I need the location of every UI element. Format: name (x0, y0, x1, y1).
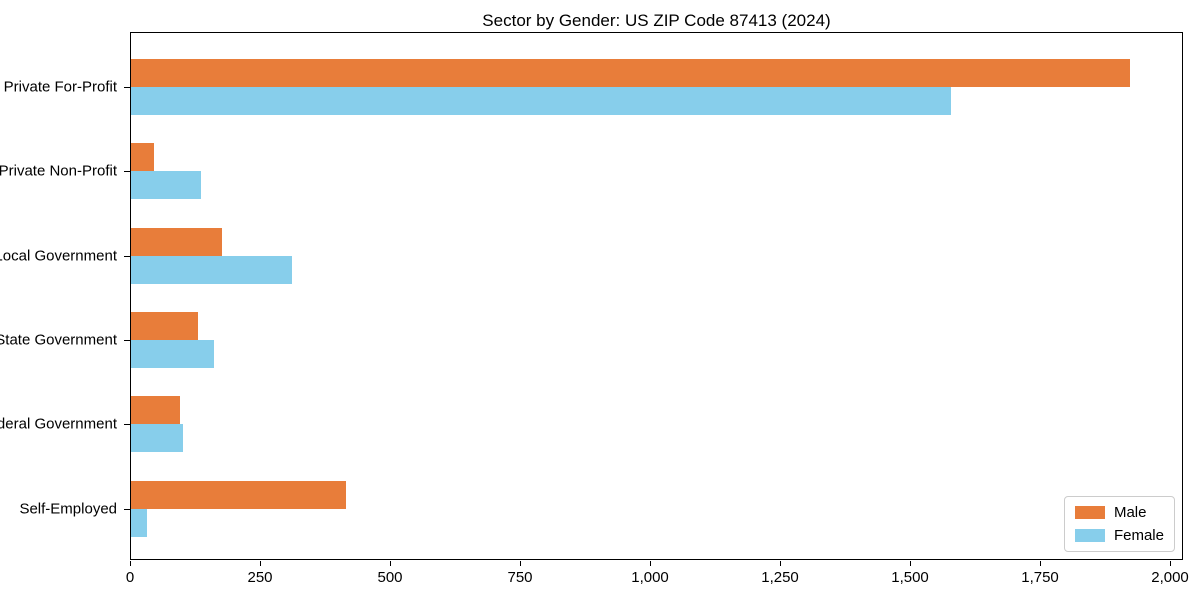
x-tick-mark (1170, 561, 1171, 566)
y-axis-label-federal-government: Federal Government (0, 415, 117, 433)
bar-female-private-for-profit (131, 87, 952, 115)
y-tick-mark (124, 339, 130, 341)
y-axis-label-private-for-profit: Private For-Profit (3, 78, 117, 96)
x-tick-mark (780, 561, 781, 566)
bar-female-self-employed (131, 508, 147, 537)
bar-female-federal-government (131, 424, 183, 453)
x-tick-mark (390, 561, 391, 566)
x-tick-mark (1040, 561, 1041, 566)
bar-female-state-government (131, 339, 215, 368)
bar-female-private-non-profit (131, 171, 202, 200)
legend-swatch-female (1074, 529, 1105, 542)
x-tick-mark (910, 561, 911, 566)
x-axis-tick-label: 2,000 (1151, 569, 1189, 586)
y-tick-mark (124, 508, 130, 510)
y-tick-mark (124, 424, 130, 426)
bar-male-state-government (131, 311, 199, 340)
x-axis: 0 250 500 750 1,000 1,250 1,500 1,750 2,000 (126, 560, 1189, 600)
bar-male-federal-government (131, 396, 181, 425)
x-axis-tick-label: 1,250 (761, 569, 799, 586)
y-axis-label-private-non-profit: Private Non-Profit (0, 162, 117, 180)
legend-label-male: Male (1113, 504, 1147, 521)
x-tick-mark (520, 561, 521, 566)
legend-entry-male: Male (1074, 504, 1164, 521)
y-axis-label-local-government: Local Government (0, 247, 117, 265)
x-tick-mark (130, 561, 131, 566)
x-axis-tick-label: 250 (247, 569, 273, 586)
x-tick-mark (650, 561, 651, 566)
x-axis-tick-label: 1,750 (1021, 569, 1059, 586)
y-axis-label-self-employed: Self-Employed (19, 500, 117, 517)
x-axis-tick-label: 1,500 (891, 569, 929, 586)
bar-male-local-government (131, 227, 222, 256)
y-tick-mark (124, 255, 130, 257)
legend: Male Female (1063, 496, 1175, 552)
x-axis-tick-label: 750 (507, 569, 533, 586)
plot-area: Male Female (130, 32, 1183, 560)
bar-female-local-government (131, 255, 292, 284)
x-axis-tick-label: 500 (377, 569, 403, 586)
legend-swatch-male (1074, 506, 1105, 519)
x-axis-tick-label: 1,000 (631, 569, 669, 586)
x-tick-mark (260, 561, 261, 566)
x-axis-tick-label: 0 (125, 569, 135, 586)
y-axis-label-state-government: State Government (0, 331, 117, 349)
legend-entry-female: Female (1074, 527, 1164, 544)
bar-male-private-non-profit (131, 143, 155, 172)
y-tick-mark (124, 87, 130, 88)
legend-label-female: Female (1113, 527, 1164, 544)
bar-male-self-employed (131, 480, 347, 509)
y-axis: Private For-Profit Private Non-Profit Loca… (0, 32, 130, 560)
chart-title: Sector by Gender: US ZIP Code 87413 (202… (482, 11, 831, 30)
y-tick-mark (124, 171, 130, 173)
bar-male-private-for-profit (131, 59, 1131, 87)
